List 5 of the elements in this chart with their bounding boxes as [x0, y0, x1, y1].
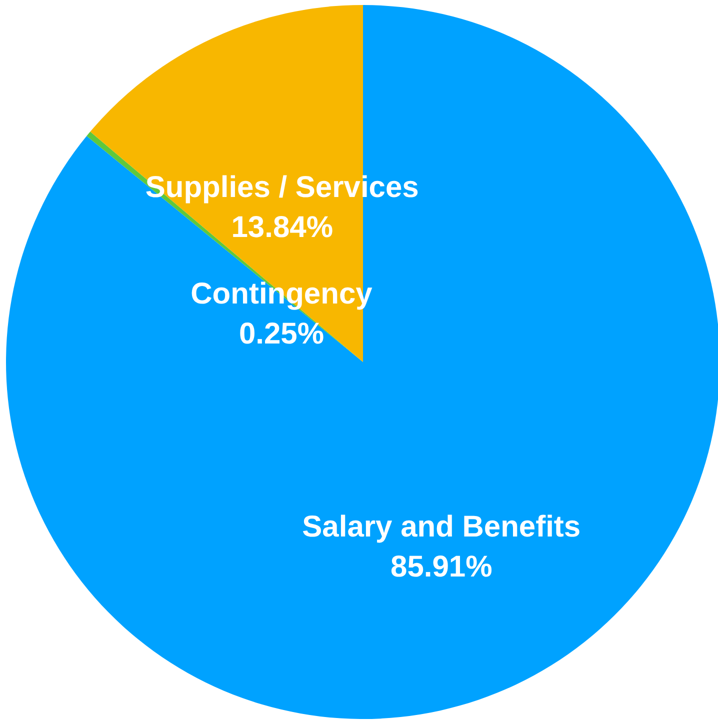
data-label: 85.91%	[390, 550, 492, 584]
pie-slice	[6, 5, 718, 718]
data-label: 0.25%	[238, 317, 324, 350]
slice-label: Salary and Benefits	[302, 510, 581, 544]
data-label: 13.84%	[231, 210, 333, 244]
